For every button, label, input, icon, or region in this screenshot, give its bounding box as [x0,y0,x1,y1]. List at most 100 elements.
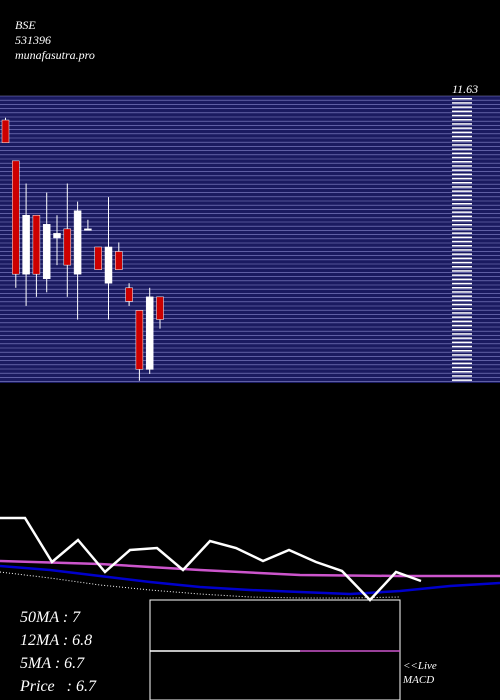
axis-tick [452,152,472,155]
axis-tick [452,169,472,171]
ma5-label: 5MA : 6.7 [20,655,85,672]
axis-tick [452,182,472,184]
macd-label: <<Live MACD [403,659,437,687]
axis-tick [452,379,472,381]
ma-panel: 50MA : 7 12MA : 6.8 5MA : 6.7 Price : 6.… [20,606,150,698]
macd-live: <<Live [403,660,437,672]
ma12-label: 12MA : 6.8 [20,632,93,649]
axis-tick [452,198,472,201]
axis-tick [452,224,472,226]
ma-line-magenta [0,559,500,578]
axis-tick [452,270,472,272]
axis-tick [452,362,472,365]
candle-down [156,296,164,320]
candle-down [12,160,20,275]
axis-tick [452,291,472,293]
axis-tick [452,119,472,121]
ma-line-blue [0,564,500,596]
axis-tick [452,148,472,150]
axis-tick [452,173,472,176]
axis-tick [452,375,472,377]
axis-tick [452,165,472,167]
axis-tick [452,228,472,230]
candle-up [22,214,30,275]
axis-tick [452,282,472,285]
chart-header: BSE 531396 munafasutra.pro [3,3,95,78]
candle-down [32,214,41,275]
axis-tick [452,303,472,306]
candles [1,117,164,381]
ma-line-price [0,516,422,602]
axis-tick [452,207,472,209]
axis-tick [452,127,472,129]
gridlines [0,95,500,382]
site-label: munafasutra.pro [15,48,95,62]
axis-tick [452,333,472,335]
axis-tick [452,316,472,318]
macd-title: MACD [403,674,435,686]
axis-tick [452,354,472,356]
axis-ticks [452,98,472,381]
axis-tick [452,102,472,104]
macd-box [149,599,401,700]
axis-tick [452,156,472,159]
axis-tick [452,232,472,234]
axis-tick [452,274,472,276]
axis-tick [452,295,472,297]
axis-tick [452,194,472,197]
axis-tick [452,261,472,264]
candle-up [104,246,113,284]
axis-tick [452,245,472,247]
candle-down [63,228,72,266]
axis-tick [452,177,472,180]
axis-tick [452,329,472,331]
candle-down [115,251,123,270]
candle-down [135,310,144,370]
candle-up [42,224,51,279]
ma-line-dotted [0,571,401,599]
axis-tick [452,345,472,348]
axis-tick [452,341,472,344]
axis-tick [452,308,472,310]
axis-tick [452,320,472,323]
axis-tick [452,161,472,163]
candle-up [145,296,154,370]
axis-tick [452,287,472,289]
axis-tick [452,299,472,302]
candle-down [1,119,10,143]
axis-tick [452,249,472,251]
axis-tick [452,123,472,125]
axis-tick [452,219,472,222]
axis-tick [452,253,472,255]
stock-code: 531396 [15,33,51,47]
axis-tick [452,140,472,142]
axis-tick [452,203,472,205]
axis-tick [452,110,472,113]
axis-tick [452,358,472,360]
axis-tick [452,266,472,268]
price-top-label: 11.63 [452,82,479,96]
axis-tick [452,278,472,281]
axis-tick [452,144,472,146]
axis-tick [452,312,472,314]
axis-tick [452,114,472,117]
axis-tick [452,131,472,134]
ma-lines [0,516,500,602]
candle-down [125,287,133,302]
exchange-label: BSE [15,18,36,32]
axis-tick [452,98,472,100]
ma50-label: 50MA : 7 [20,609,81,626]
axis-tick [452,350,472,352]
axis-tick [452,236,472,239]
axis-tick [452,366,472,369]
candle-up [84,228,92,231]
candle-down [94,246,102,270]
price-label: Price : 6.7 [20,678,96,695]
candle-up [53,233,61,239]
axis-tick [452,190,472,192]
axis-tick [452,337,472,339]
axis-tick [452,371,472,373]
axis-tick [452,240,472,243]
